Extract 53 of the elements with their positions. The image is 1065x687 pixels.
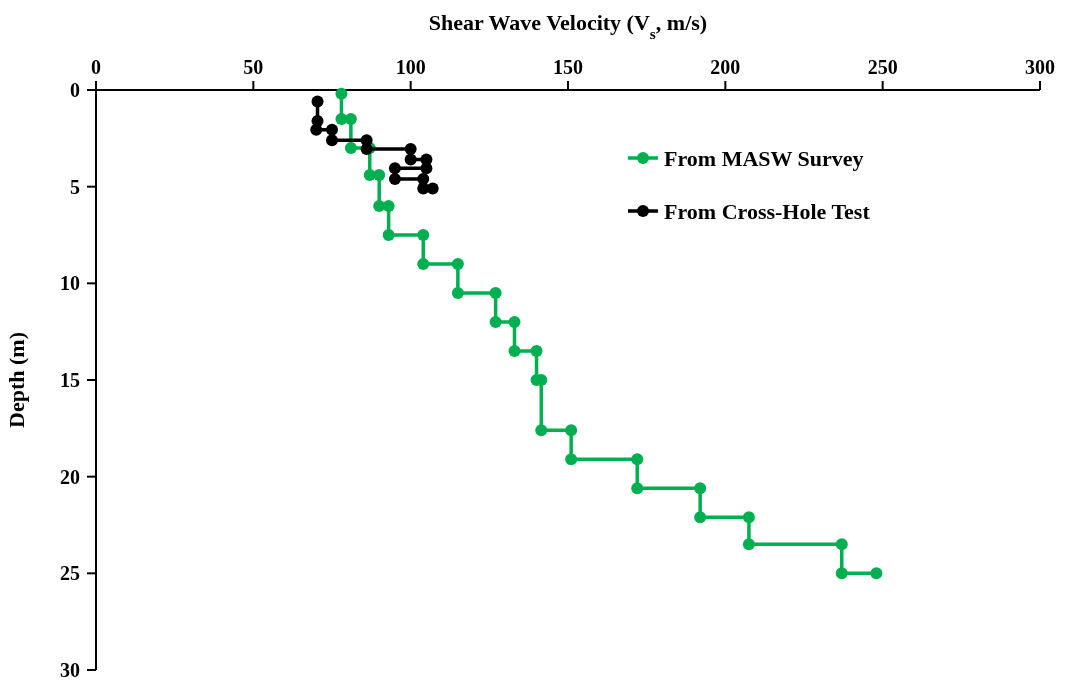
point (388, 172, 401, 185)
point (451, 258, 464, 270)
point (835, 567, 848, 580)
point (631, 482, 644, 495)
point (326, 123, 338, 136)
point (382, 229, 395, 241)
x-tick-label: 300 (1025, 56, 1055, 78)
legend-label: From Cross-Hole Test (664, 198, 871, 224)
point (508, 345, 521, 357)
legend-label: From MASW Survey (664, 145, 864, 171)
point (565, 453, 578, 466)
point (694, 482, 707, 495)
x-tick-label: 100 (395, 56, 426, 78)
point (508, 316, 521, 328)
x-tick-label: 250 (867, 56, 898, 78)
point (530, 345, 543, 357)
point (311, 95, 324, 108)
x-tick-label: 150 (553, 56, 583, 78)
point (417, 172, 430, 185)
point (404, 153, 417, 166)
x-tick-label: 50 (243, 56, 264, 78)
point (742, 538, 755, 551)
point (417, 258, 430, 270)
point (420, 162, 433, 175)
y-tick-label: 20 (60, 465, 80, 488)
point (344, 142, 357, 154)
point (451, 287, 464, 299)
point (426, 182, 439, 195)
y-tick-label: 0 (70, 79, 80, 101)
point (388, 162, 401, 175)
point (631, 453, 644, 466)
y-tick-label: 5 (70, 175, 80, 198)
point (870, 567, 883, 580)
y-axis-title: Depth (m) (4, 332, 29, 428)
x-tick-label: 0 (91, 56, 101, 78)
point (489, 287, 502, 299)
point (489, 316, 502, 328)
point (535, 424, 548, 437)
point (326, 134, 338, 147)
point (835, 538, 848, 551)
point (373, 169, 386, 182)
point (417, 229, 430, 241)
y-tick-label: 10 (60, 272, 80, 295)
point (404, 142, 417, 155)
point (694, 511, 707, 524)
x-axis-title: Shear Wave Velocity (V$_{s}$, m/s) (428, 10, 708, 42)
y-tick-label: 30 (60, 659, 80, 681)
x-tick-label: 200 (710, 56, 741, 78)
y-tick-label: 15 (60, 369, 80, 391)
point (565, 424, 578, 437)
point (335, 87, 348, 100)
y-tick-label: 25 (60, 562, 80, 585)
point (742, 511, 755, 524)
